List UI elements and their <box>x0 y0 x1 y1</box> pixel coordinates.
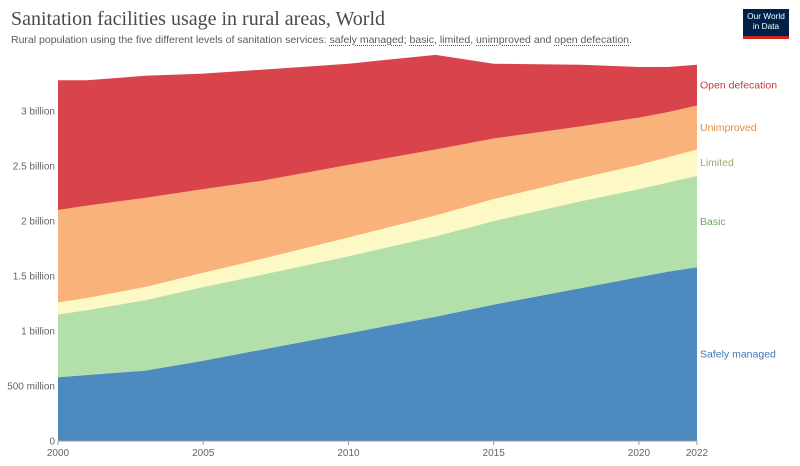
y-tick-label: 0 <box>49 437 55 448</box>
x-tick-label: 2020 <box>628 448 651 459</box>
area-limited[interactable] <box>58 149 697 315</box>
subtitle-separator: and <box>530 34 555 46</box>
x-tick-label: 2005 <box>192 448 215 459</box>
subtitle-separator: ; <box>403 34 410 46</box>
y-tick-label: 2.5 billion <box>13 162 55 173</box>
chart-subtitle: Rural population using the five differen… <box>11 34 632 46</box>
subtitle-link-safely-managed[interactable]: safely managed <box>329 34 404 46</box>
series-label-unimproved[interactable]: Unimproved <box>700 122 757 134</box>
subtitle-link-open-defecation[interactable]: open defecation <box>554 34 629 46</box>
area-open-defecation[interactable] <box>58 54 697 211</box>
y-tick-label: 3 billion <box>21 107 55 118</box>
subtitle-separator: , <box>470 34 477 46</box>
area-safely-managed[interactable] <box>58 267 697 441</box>
area-unimproved[interactable] <box>58 105 697 303</box>
series-label-open-defecation[interactable]: Open defecation <box>700 80 777 92</box>
y-tick-label: 1 billion <box>21 327 55 338</box>
logo-line-1: Our World <box>747 11 785 21</box>
subtitle-link-basic[interactable]: basic <box>409 34 434 46</box>
x-tick-label: 2000 <box>47 448 70 459</box>
series-label-limited[interactable]: Limited <box>700 157 734 169</box>
owid-logo[interactable]: Our World in Data <box>743 9 789 39</box>
subtitle-link-limited[interactable]: limited <box>439 34 471 46</box>
y-tick-label: 1.5 billion <box>13 272 55 283</box>
y-tick-label: 2 billion <box>21 217 55 228</box>
subtitle-end: . <box>629 34 632 46</box>
subtitle-separator: , <box>434 34 440 46</box>
series-label-safely-managed[interactable]: Safely managed <box>700 349 776 361</box>
x-tick-label: 2015 <box>483 448 506 459</box>
logo-line-2: in Data <box>752 20 780 31</box>
subtitle-link-unimproved[interactable]: unimproved <box>476 34 531 46</box>
x-tick-label: 2022 <box>686 448 709 459</box>
area-basic[interactable] <box>58 175 697 378</box>
chart-title: Sanitation facilities usage in rural are… <box>11 8 386 30</box>
y-tick-label: 500 million <box>7 382 55 393</box>
subtitle-prefix: Rural population using the five differen… <box>11 34 330 46</box>
series-label-basic[interactable]: Basic <box>700 216 726 228</box>
x-tick-label: 2010 <box>337 448 360 459</box>
